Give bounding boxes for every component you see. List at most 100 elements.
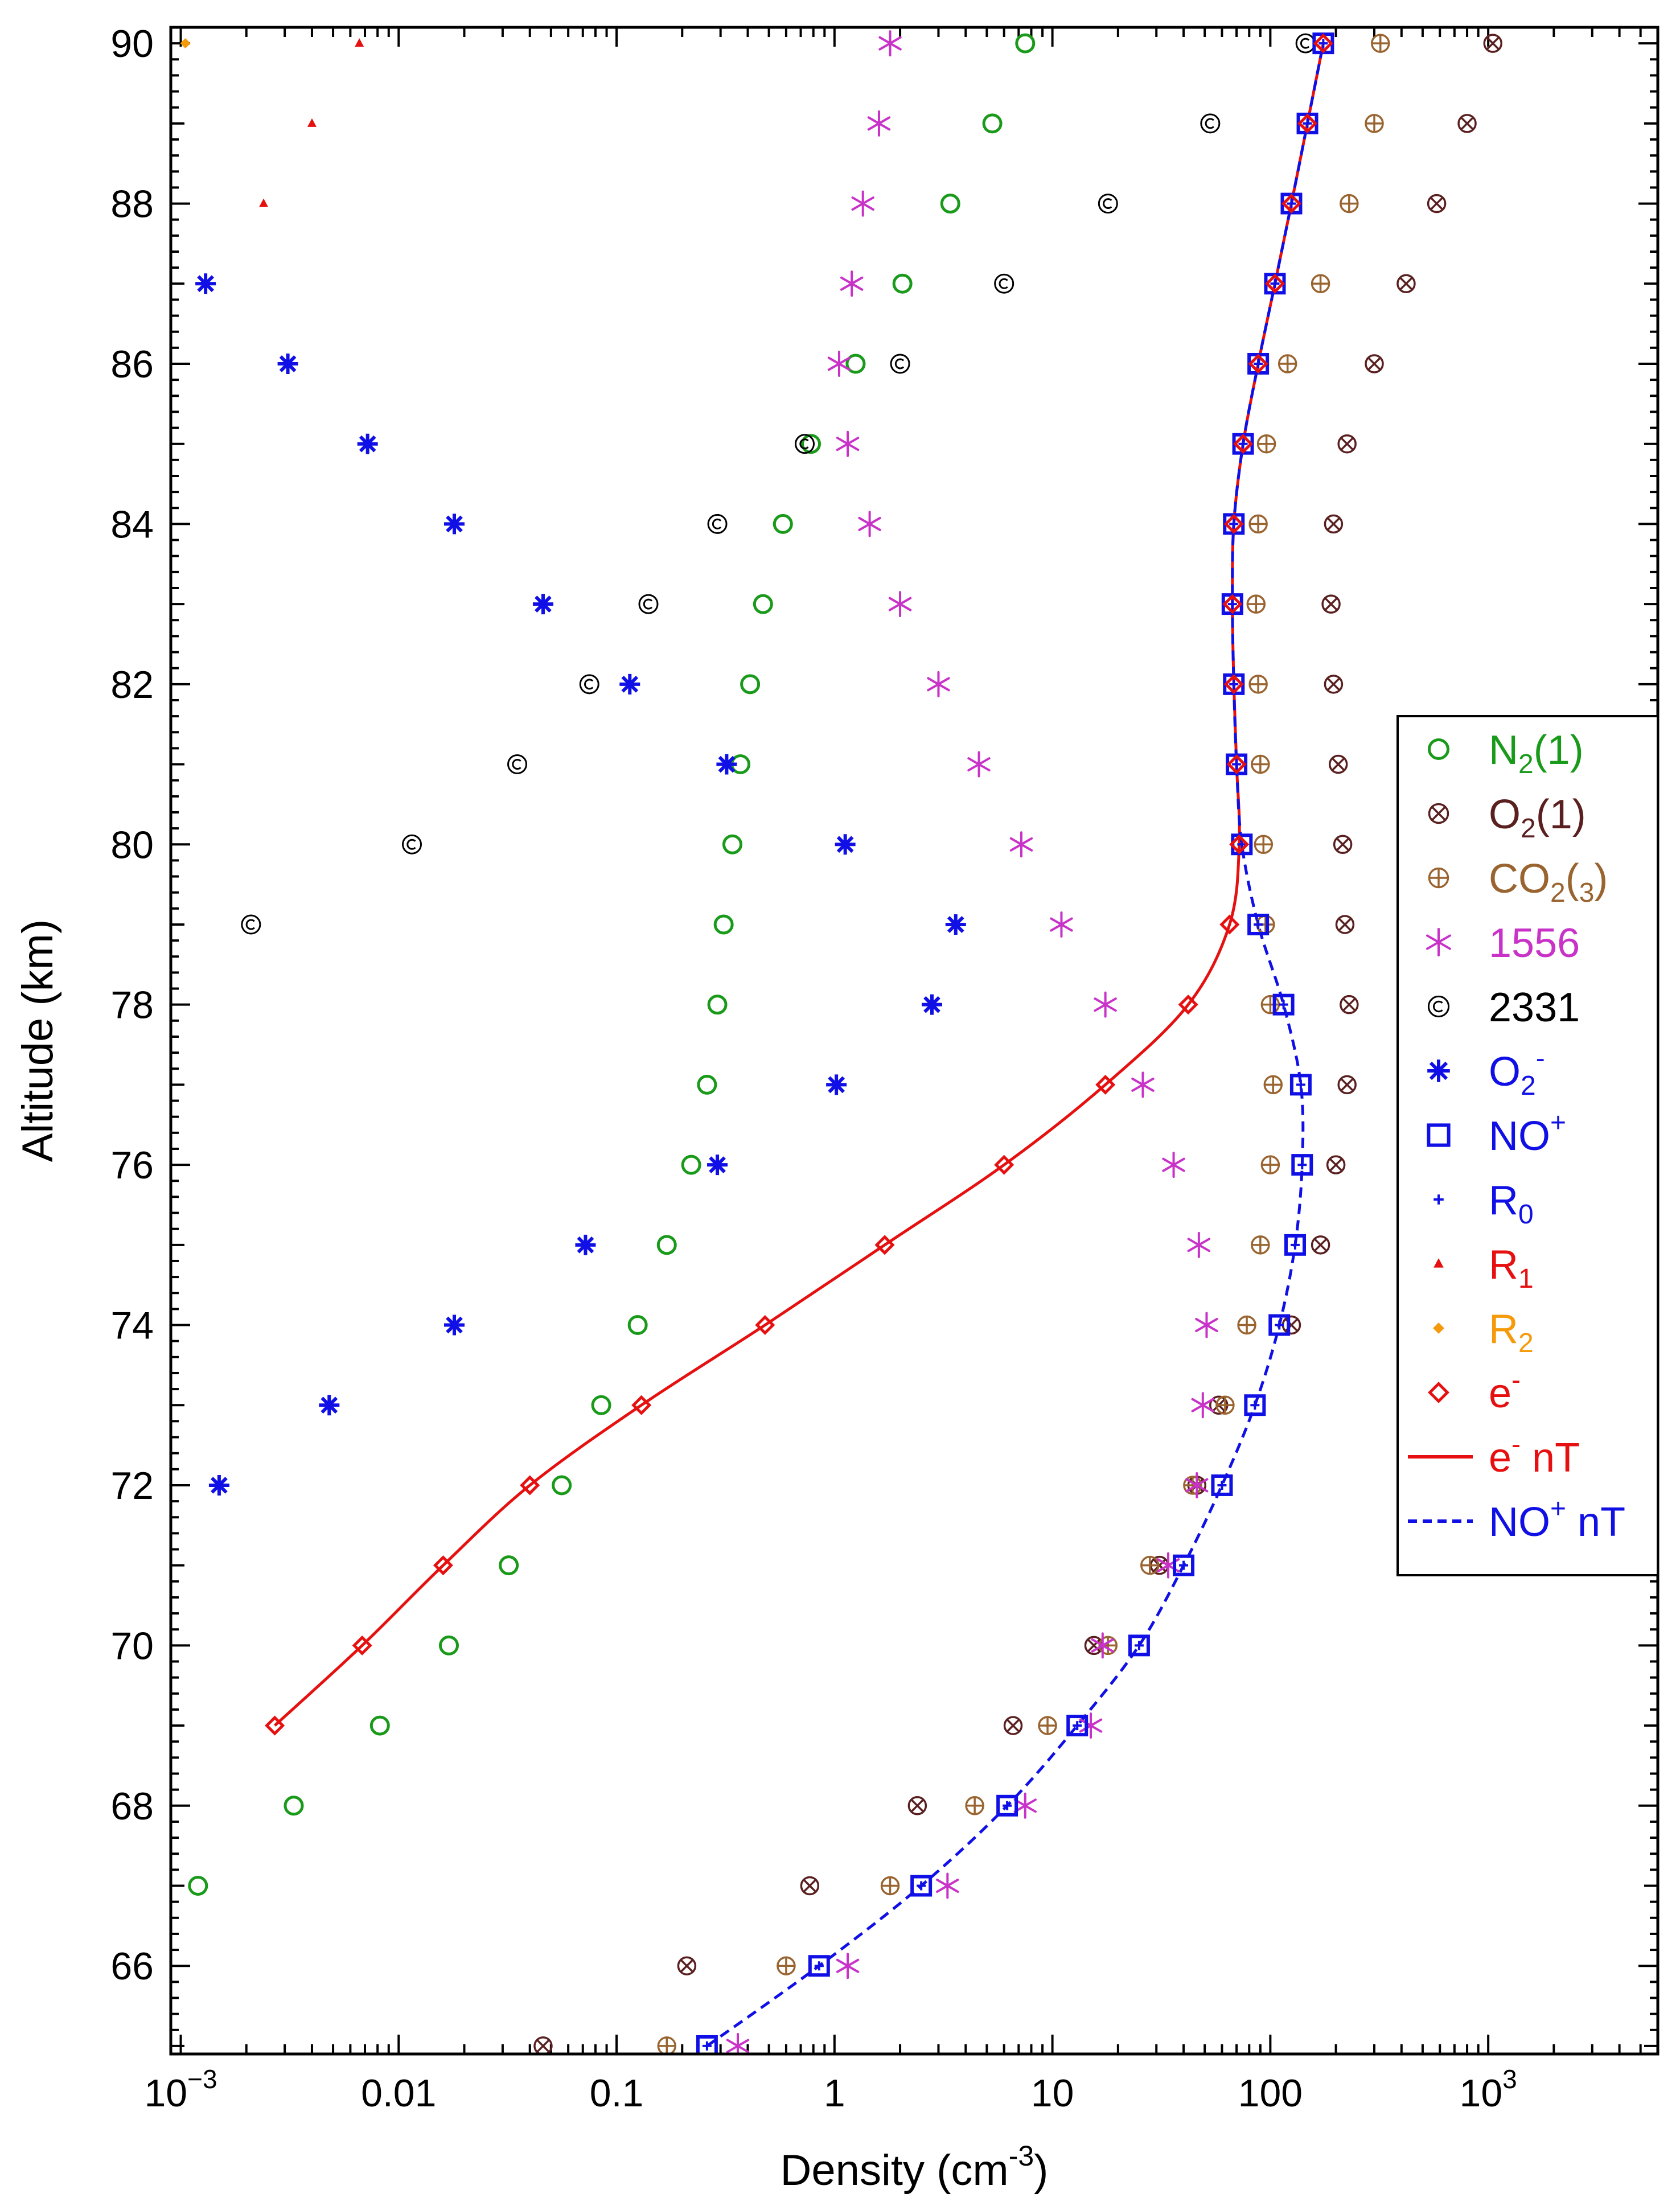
legend-marker-o2-cross <box>1431 806 1446 821</box>
point-n2 <box>697 1074 717 1095</box>
series-co2 <box>657 34 1390 2054</box>
point-n2 <box>773 513 793 534</box>
legend-marker-co2 <box>1428 867 1449 889</box>
point-o2 <box>533 2036 553 2054</box>
point-co2-plus <box>1039 1717 1057 1735</box>
point-o2 <box>800 1876 820 1896</box>
point-co2 <box>1370 34 1390 53</box>
point-s2331-c <box>712 518 722 529</box>
legend-label-co2: CO2(3) <box>1489 856 1608 908</box>
point-o2 <box>1324 675 1344 694</box>
legend-label-base: R <box>1489 1178 1518 1223</box>
point-co2-plus <box>1255 836 1272 853</box>
point-co2-plus <box>1216 1396 1234 1414</box>
legend-marker-s2331-ring <box>1427 995 1450 1018</box>
point-s1556 <box>967 751 991 778</box>
point-co2 <box>1248 675 1268 694</box>
legend-label-s2331: 2331 <box>1489 985 1580 1030</box>
x-axis-label-end: ) <box>1034 2146 1048 2195</box>
point-n2 <box>369 1715 390 1736</box>
point-o2 <box>1311 1235 1330 1255</box>
point-o2-ring <box>1321 594 1341 614</box>
x-axis-label: Density (cm-3) <box>781 2140 1049 2195</box>
point-o2 <box>907 1796 927 1815</box>
point-co2-plus <box>1279 355 1296 372</box>
legend-label-sub: 2 <box>1521 1071 1536 1101</box>
legend-label-sub: 2 <box>1521 814 1536 844</box>
point-o2 <box>1396 274 1416 294</box>
y-tick-label: 66 <box>110 1945 154 1988</box>
point-em <box>1297 113 1318 134</box>
point-s1556 <box>858 511 881 537</box>
series-markers <box>180 30 1503 2054</box>
point-o2-cross <box>1327 677 1340 691</box>
point-s1556 <box>927 671 950 697</box>
legend-label-sub: 2 <box>1518 1328 1534 1358</box>
legend-label-sub: 1 <box>1518 1264 1534 1294</box>
point-r0 <box>1254 919 1263 929</box>
legend-label-base: 2331 <box>1489 985 1580 1030</box>
point-co2-plus <box>966 1797 984 1814</box>
point-s2331 <box>795 434 815 454</box>
point-n2 <box>845 354 866 374</box>
point-s1556 <box>1156 1552 1180 1579</box>
point-o2m <box>707 1155 728 1176</box>
point-co2-plus <box>1251 755 1269 773</box>
point-em <box>520 1475 540 1496</box>
point-co2-plus <box>1141 1556 1159 1574</box>
point-r0 <box>1303 118 1312 128</box>
point-co2 <box>1215 1395 1235 1415</box>
point-s1556 <box>836 430 860 457</box>
point-co2 <box>1251 754 1270 774</box>
point-co2 <box>1098 1636 1118 1655</box>
point-co2 <box>1256 434 1276 454</box>
point-co2 <box>657 2036 677 2054</box>
point-r0 <box>1287 199 1296 208</box>
legend-marker-em <box>1428 1382 1449 1403</box>
point-em <box>1219 914 1240 935</box>
point-r0 <box>814 1961 824 1971</box>
point-o2 <box>677 1956 697 1975</box>
point-co2-plus <box>1262 1156 1279 1174</box>
point-co2 <box>1340 194 1359 213</box>
point-o2m <box>532 594 553 615</box>
point-n2 <box>940 194 960 214</box>
point-o2-ring <box>1003 1716 1023 1735</box>
point-r0 <box>1229 519 1239 529</box>
point-o2-ring <box>907 1796 927 1815</box>
y-tick-label: 78 <box>110 984 154 1027</box>
series-r2 <box>180 38 191 49</box>
point-co2 <box>1365 114 1384 133</box>
point-s1556 <box>851 190 874 217</box>
point-r0 <box>1237 840 1247 849</box>
point-co2 <box>777 1956 796 1975</box>
point-s2331-ring <box>241 914 261 935</box>
point-em <box>1095 1074 1116 1095</box>
point-s2331-c <box>245 919 255 930</box>
point-r0 <box>1134 1641 1144 1650</box>
point-o2m <box>277 353 298 374</box>
point-o2 <box>1337 434 1357 454</box>
point-o2 <box>1365 354 1384 373</box>
point-s1556 <box>1191 1392 1214 1419</box>
point-s2331-c <box>894 358 905 369</box>
point-nop <box>1272 993 1295 1016</box>
point-s1556 <box>888 591 912 618</box>
point-o2 <box>1003 1716 1023 1735</box>
point-nop <box>1284 1234 1306 1256</box>
legend-label-rest: nT <box>1566 1500 1625 1545</box>
point-o2-cross <box>1314 1238 1327 1252</box>
point-co2 <box>1246 594 1266 614</box>
point-co2-plus <box>1371 35 1389 52</box>
point-o2 <box>1340 995 1359 1014</box>
point-o2-cross <box>1324 597 1338 611</box>
legend-label-rest: (1) <box>1534 728 1584 773</box>
point-co2-plus <box>1250 675 1267 693</box>
series-s1556 <box>726 30 1218 2054</box>
legend-label-rest: nT <box>1521 1435 1580 1481</box>
point-n2 <box>722 834 742 854</box>
point-s1556 <box>1091 1632 1114 1659</box>
legend-label-o2: O2(1) <box>1489 792 1586 844</box>
point-r0 <box>1318 39 1328 48</box>
point-o2-cross <box>1340 1078 1354 1091</box>
